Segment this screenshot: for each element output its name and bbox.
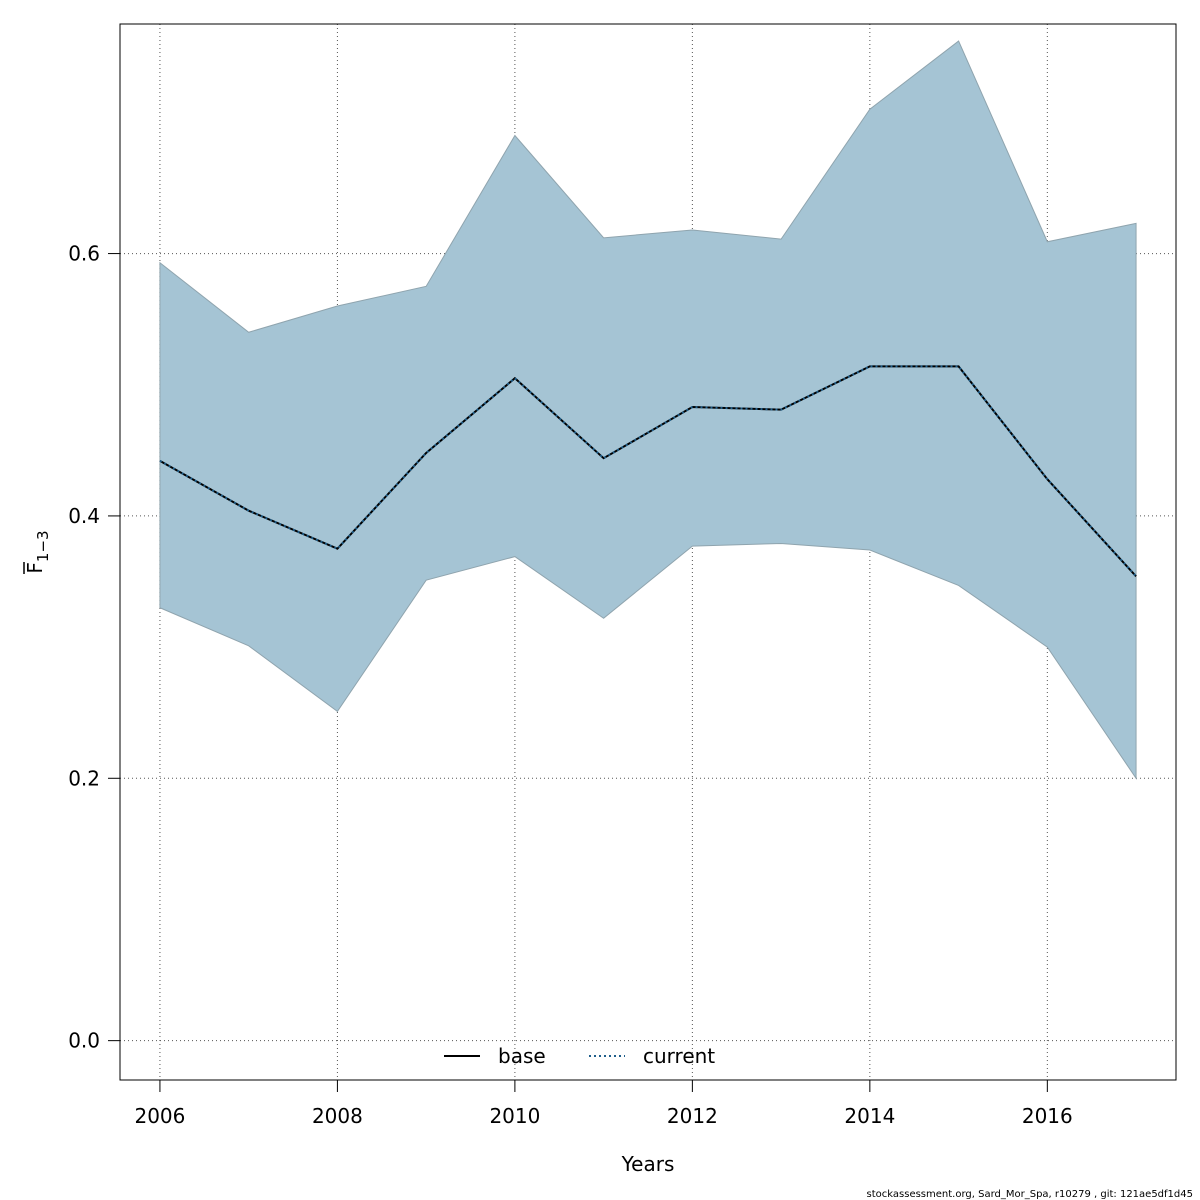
series-line-current bbox=[159, 365, 1137, 577]
svg-text:F1−3: F1−3 bbox=[23, 530, 52, 573]
footer-credit: stockassessment.org, Sard_Mor_Spa, r1027… bbox=[867, 1189, 1193, 1200]
x-tick-label-0: 2006 bbox=[134, 1104, 185, 1128]
x-tick-label-4: 2014 bbox=[844, 1104, 895, 1128]
y-tick-label-0: 0.0 bbox=[68, 1029, 100, 1053]
y-tick-label-1: 0.2 bbox=[68, 766, 100, 790]
x-tick-label-3: 2012 bbox=[667, 1104, 718, 1128]
series-lines bbox=[159, 365, 1137, 577]
y-axis-title: F1−3 bbox=[23, 530, 52, 574]
y-tick-label-2: 0.4 bbox=[68, 504, 100, 528]
y-axis-title-sub: 1−3 bbox=[34, 530, 52, 562]
y-axis: 0.0 0.2 0.4 0.6 bbox=[68, 242, 121, 1053]
legend: base current bbox=[444, 1044, 715, 1068]
legend-label-base: base bbox=[498, 1044, 546, 1068]
x-tick-label-2: 2010 bbox=[489, 1104, 540, 1128]
x-axis-title: Years bbox=[621, 1152, 675, 1176]
x-axis: 2006 2008 2010 2012 2014 2016 bbox=[134, 1079, 1073, 1128]
y-tick-label-3: 0.6 bbox=[68, 242, 100, 266]
y-axis-title-main: F bbox=[23, 562, 47, 574]
x-tick-label-1: 2008 bbox=[312, 1104, 363, 1128]
x-tick-label-5: 2016 bbox=[1022, 1104, 1073, 1128]
legend-label-current: current bbox=[643, 1044, 715, 1068]
confidence-band bbox=[159, 40, 1137, 780]
